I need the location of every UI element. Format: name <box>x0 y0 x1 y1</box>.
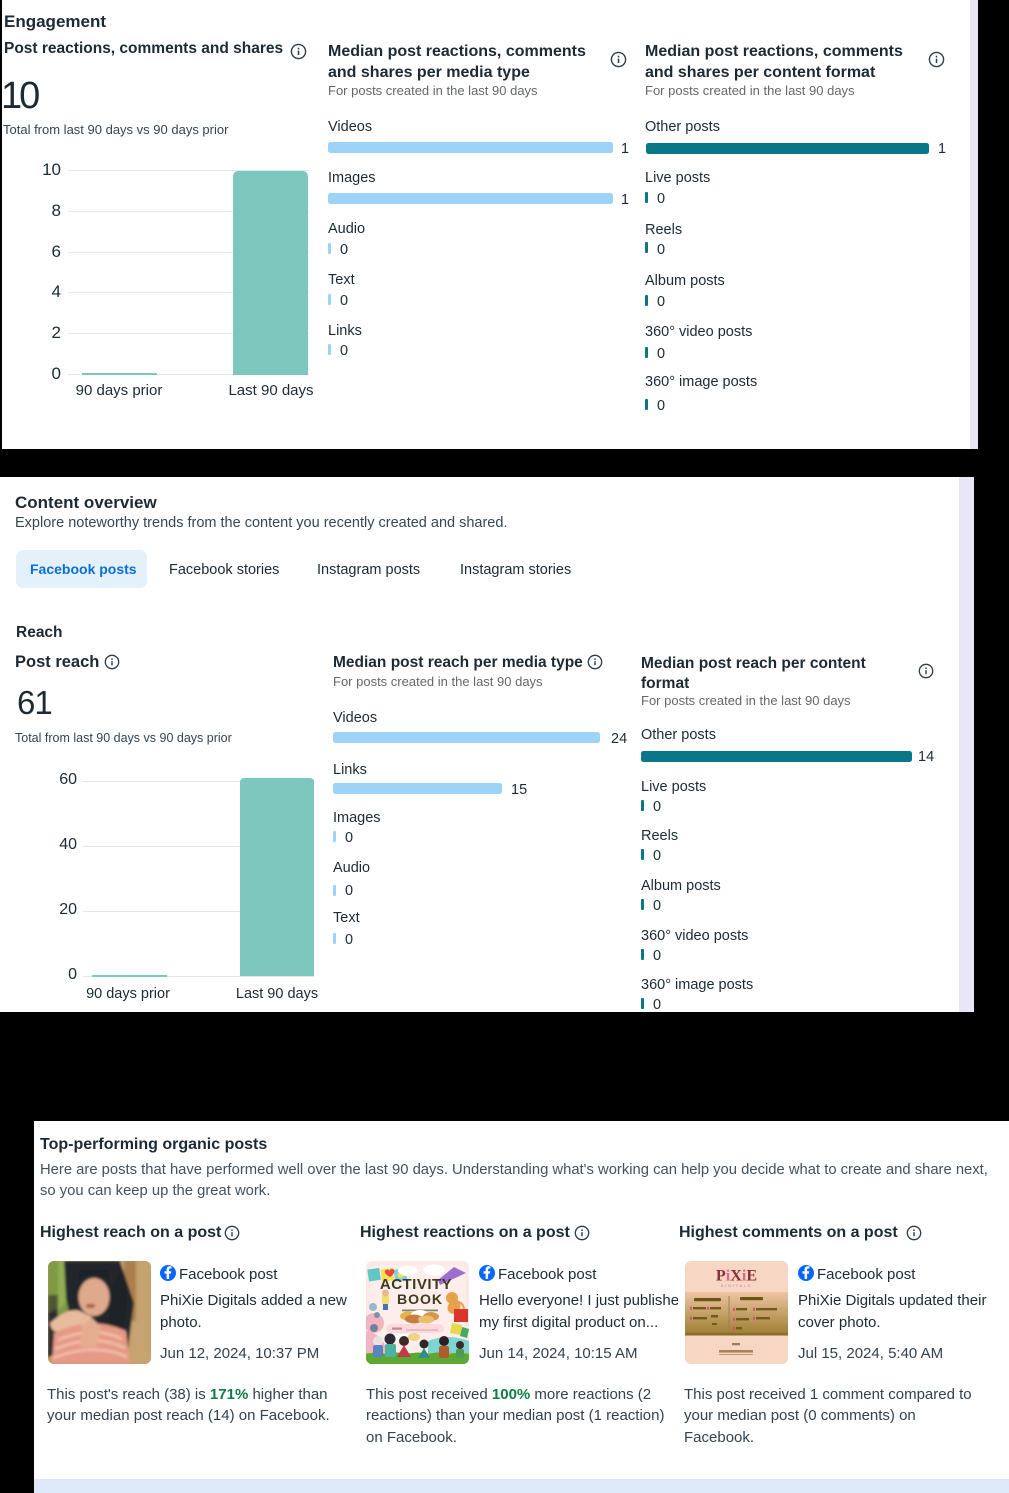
svg-text:DIGITALS: DIGITALS <box>721 1284 753 1288</box>
svg-text:BOOK: BOOK <box>397 1291 443 1307</box>
svg-text:PiXiE: PiXiE <box>716 1268 757 1285</box>
svg-text:ACTIVITY: ACTIVITY <box>380 1276 452 1293</box>
